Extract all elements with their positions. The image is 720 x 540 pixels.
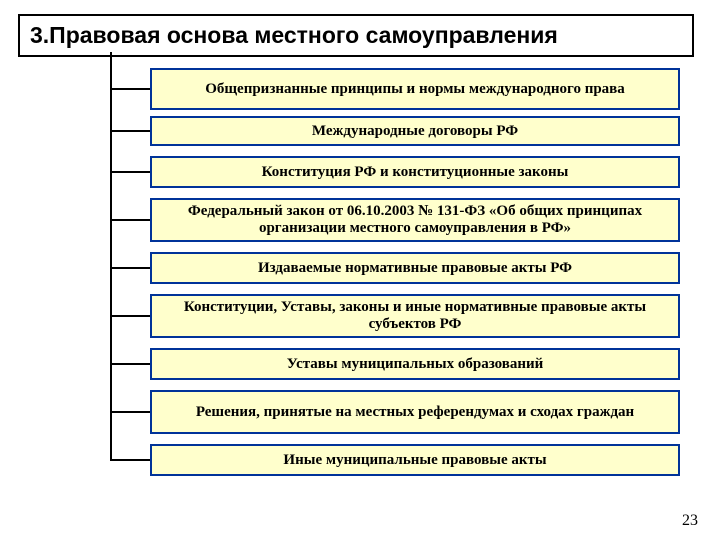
page-title: 3.Правовая основа местного самоуправлени… — [18, 14, 694, 57]
hierarchy-item: Конституции, Уставы, законы и иные норма… — [150, 294, 680, 338]
connector-line — [110, 171, 150, 173]
connector-line — [110, 130, 150, 132]
connector-line — [110, 363, 150, 365]
hierarchy-item: Федеральный закон от 06.10.2003 № 131-ФЗ… — [150, 198, 680, 242]
spine-line — [110, 52, 112, 461]
hierarchy-item: Конституция РФ и конституционные законы — [150, 156, 680, 188]
page-number-text: 23 — [682, 512, 698, 529]
hierarchy-item: Иные муниципальные правовые акты — [150, 444, 680, 476]
hierarchy-item: Уставы муниципальных образований — [150, 348, 680, 380]
title-text: 3.Правовая основа местного самоуправлени… — [30, 22, 558, 48]
connector-line — [110, 219, 150, 221]
connector-line — [110, 315, 150, 317]
connector-line — [110, 459, 150, 461]
hierarchy-item: Общепризнанные принципы и нормы междунар… — [150, 68, 680, 110]
hierarchy-item: Решения, принятые на местных референдума… — [150, 390, 680, 434]
connector-line — [110, 267, 150, 269]
connector-line — [110, 411, 150, 413]
hierarchy-item: Издаваемые нормативные правовые акты РФ — [150, 252, 680, 284]
hierarchy-item: Международные договоры РФ — [150, 116, 680, 146]
page-number: 23 — [682, 512, 698, 530]
connector-line — [110, 88, 150, 90]
